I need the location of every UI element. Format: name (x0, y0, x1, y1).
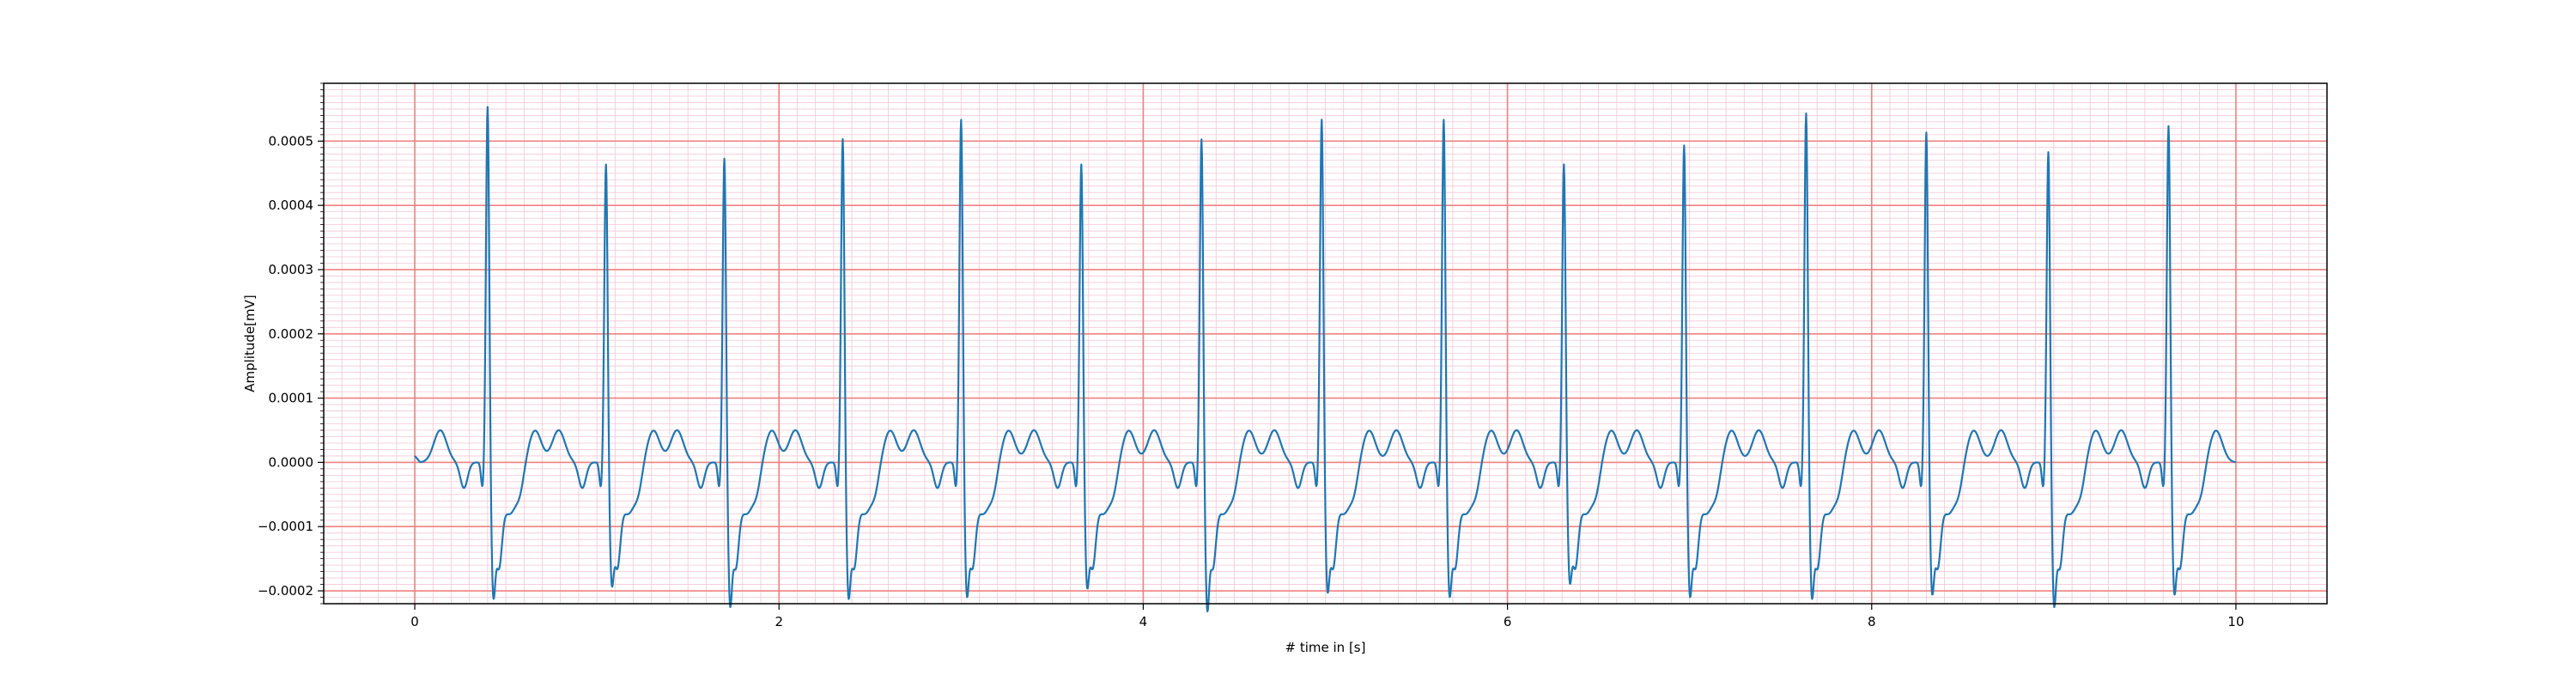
ecg-signal-line (414, 106, 2237, 613)
x-tick-label: 10 (2227, 614, 2244, 629)
x-tick-label: 4 (1139, 614, 1148, 629)
plot-frame (323, 82, 2328, 605)
y-tick-label: −0.0002 (258, 583, 313, 599)
y-tick-label: 0.0004 (269, 198, 314, 213)
x-axis: 0 2 4 6 8 10 (410, 604, 2245, 629)
x-tick-label: 8 (1868, 614, 1876, 629)
y-tick-label: 0.0000 (269, 454, 314, 470)
x-tick-label: 2 (775, 614, 783, 629)
y-tick-label: 0.0005 (269, 133, 314, 149)
y-axis: −0.0002 −0.0001 0.0000 0.0001 0.0002 0.0003 0.… (258, 82, 324, 605)
y-tick-label: 0.0003 (269, 262, 314, 277)
y-tick-label: −0.0001 (258, 519, 313, 534)
y-axis-label: Amplitude[mV] (242, 295, 258, 392)
x-axis-label: # time in [s] (1285, 640, 1366, 655)
y-tick-label: 0.0002 (269, 326, 314, 342)
x-tick-label: 0 (410, 614, 419, 629)
y-tick-label: 0.0001 (269, 391, 314, 406)
major-grid (324, 83, 2327, 604)
x-tick-label: 6 (1504, 614, 1512, 629)
